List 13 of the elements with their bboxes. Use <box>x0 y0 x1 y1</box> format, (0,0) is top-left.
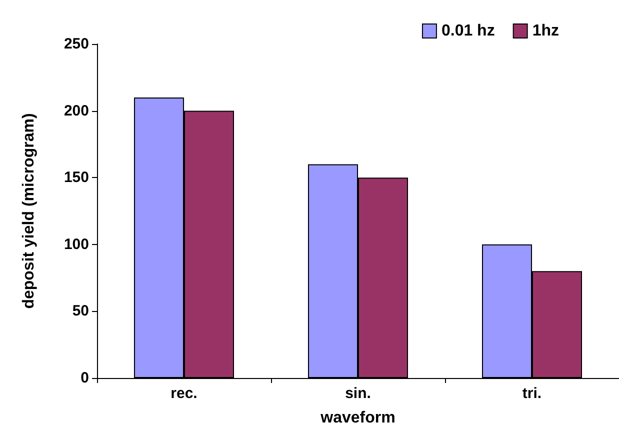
y-tick-label: 200 <box>64 102 89 120</box>
y-tick-label: 250 <box>64 36 89 52</box>
x-tick-label: rec. <box>170 385 198 402</box>
y-axis-title: deposit yield (microgram) <box>20 113 38 309</box>
x-tick-label: tri. <box>522 385 542 402</box>
y-tick-label: 100 <box>64 236 89 253</box>
x-tick-label: sin. <box>345 385 371 402</box>
legend-label: 0.01 hz <box>441 22 495 40</box>
x-axis-title: waveform <box>320 410 396 426</box>
y-tick-label: 0 <box>80 370 89 386</box>
legend-label: 1hz <box>532 22 559 40</box>
y-tick-label: 150 <box>64 169 89 186</box>
y-tick-label: 50 <box>72 302 89 320</box>
